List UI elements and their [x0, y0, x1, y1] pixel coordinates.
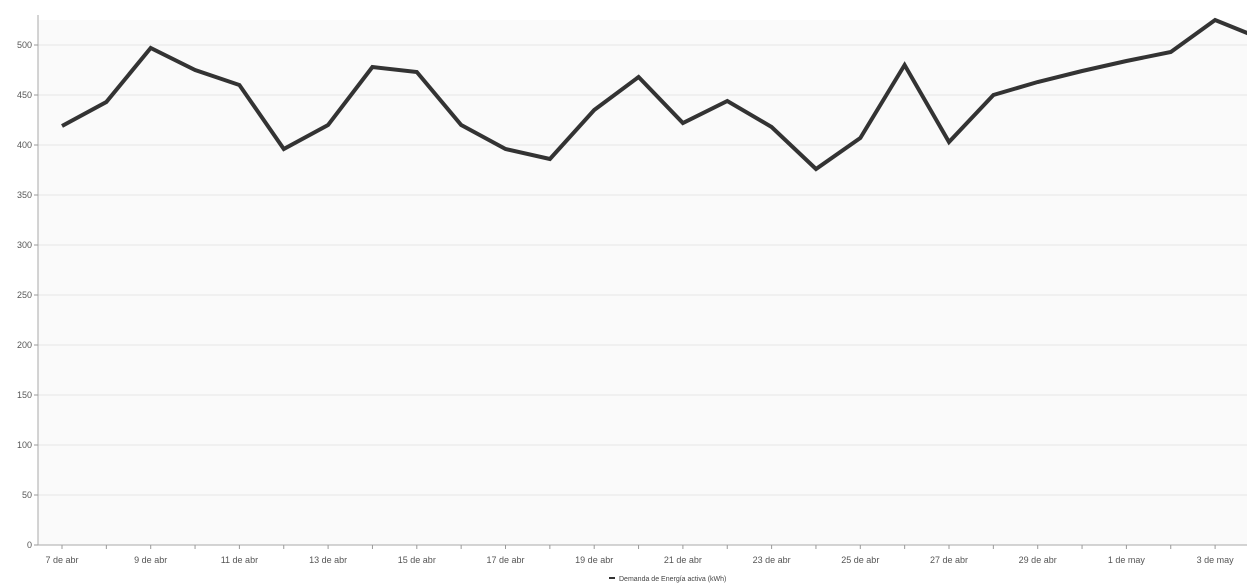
y-tick-label: 150	[17, 390, 32, 400]
y-tick-label: 500	[17, 40, 32, 50]
x-tick-label: 13 de abr	[309, 555, 347, 565]
data-point[interactable]	[1080, 69, 1084, 73]
grid-lines	[38, 44, 1247, 496]
y-tick-label: 450	[17, 90, 32, 100]
data-point[interactable]	[1124, 59, 1128, 63]
data-point[interactable]	[237, 83, 241, 87]
data-point[interactable]	[459, 123, 463, 127]
x-tick-label: 17 de abr	[486, 555, 524, 565]
data-point[interactable]	[504, 147, 508, 151]
data-point[interactable]	[104, 100, 108, 104]
y-axis-ticks: 0 50 100 150 200 250 300 350 400 450 500	[17, 40, 38, 550]
data-point[interactable]	[415, 70, 419, 74]
x-tick-label: 19 de abr	[575, 555, 613, 565]
x-tick-label: 1 de may	[1108, 555, 1146, 565]
x-tick-label: 21 de abr	[664, 555, 702, 565]
x-tick-label: 9 de abr	[134, 555, 167, 565]
x-axis-ticks: 7 de abr 9 de abr 11 de abr 13 de abr 15 de …	[45, 545, 1235, 565]
data-point[interactable]	[60, 124, 64, 128]
data-point[interactable]	[326, 123, 330, 127]
x-tick-label: 3 de may	[1197, 555, 1235, 565]
x-tick-label: 29 de abr	[1019, 555, 1057, 565]
data-point[interactable]	[1036, 80, 1040, 84]
data-point[interactable]	[1213, 18, 1217, 22]
data-point[interactable]	[903, 63, 907, 67]
y-tick-label: 400	[17, 140, 32, 150]
x-tick-label: 11 de abr	[221, 555, 258, 565]
y-tick-label: 350	[17, 190, 32, 200]
legend-label: Demanda de Energía activa (kWh)	[619, 576, 726, 583]
data-point[interactable]	[991, 93, 995, 97]
data-point[interactable]	[681, 121, 685, 125]
x-tick-label: 7 de abr	[45, 555, 78, 565]
y-tick-label: 0	[27, 540, 32, 550]
series-group	[60, 17, 1247, 172]
x-tick-label: 25 de abr	[841, 555, 879, 565]
data-point[interactable]	[193, 68, 197, 72]
data-point[interactable]	[592, 108, 596, 112]
y-tick-label: 250	[17, 290, 32, 300]
data-point[interactable]	[858, 136, 862, 140]
data-point[interactable]	[370, 65, 374, 69]
data-point[interactable]	[282, 147, 286, 151]
x-tick-label: 23 de abr	[753, 555, 791, 565]
data-point[interactable]	[1169, 50, 1173, 54]
data-point[interactable]	[947, 140, 951, 144]
data-point[interactable]	[149, 46, 153, 50]
series-line[interactable]	[61, 17, 1247, 172]
legend[interactable]: Demanda de Energía activa (kWh)	[609, 576, 726, 583]
data-point[interactable]	[725, 99, 729, 103]
x-tick-label: 27 de abr	[930, 555, 968, 565]
y-tick-label: 100	[17, 440, 32, 450]
y-tick-label: 200	[17, 340, 32, 350]
data-point[interactable]	[637, 75, 641, 79]
data-point[interactable]	[548, 157, 552, 161]
plot-background	[38, 20, 1247, 545]
x-tick-label: 15 de abr	[398, 555, 436, 565]
y-tick-label: 50	[22, 490, 32, 500]
data-point[interactable]	[814, 167, 818, 171]
y-tick-label: 300	[17, 240, 32, 250]
data-point[interactable]	[770, 125, 774, 129]
